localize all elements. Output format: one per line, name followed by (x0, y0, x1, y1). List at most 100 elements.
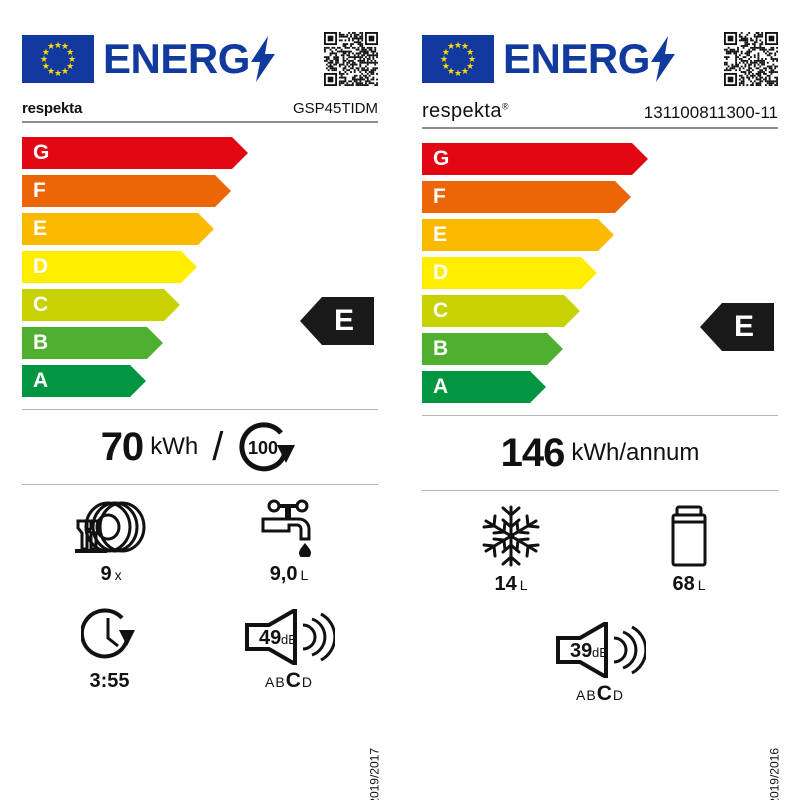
lightning-bolt-icon (250, 36, 275, 82)
cycles-icon: 100 (239, 422, 296, 472)
rating-letter: E (333, 304, 354, 337)
energy-class-letter: F (33, 179, 46, 202)
eu-star-icon: ★ (41, 46, 50, 57)
svg-text:39: 39 (570, 640, 592, 662)
eu-flag-icon: ★ ★ ★ ★ ★ ★ ★ ★ ★ ★ ★ ★ (22, 35, 94, 83)
consumption-top-divider (422, 415, 778, 416)
metrics-row-2: 39 dB ABCD (422, 622, 778, 706)
energy-class-bar-F: F (22, 175, 378, 207)
energy-consumption-block: 70 kWh / 100 (22, 409, 378, 485)
svg-text:100: 100 (248, 438, 278, 458)
eu-star-icon: ★ (39, 53, 49, 64)
milk-carton-icon (671, 505, 707, 567)
header-divider (22, 121, 378, 123)
consumption-bottom-divider (22, 484, 378, 485)
metric-freezer-capacity: 14 L (422, 505, 600, 596)
energy-class-letter: C (33, 293, 49, 316)
energy-label-fridge-freezer: ★ ★ ★ ★ ★ ★ ★ ★ ★ ★ ★ ★ ENERG respekta® 13110081130… (400, 0, 800, 800)
registered-mark: ® (501, 101, 509, 112)
consumption-separator: / (212, 424, 224, 469)
energy-class-letter: C (433, 299, 449, 322)
brand-row: respekta GSP45TIDM (22, 100, 378, 121)
metrics-row-1: 14 L 68 L (422, 505, 778, 596)
label-header: ★ ★ ★ ★ ★ ★ ★ ★ ★ ★ ★ ★ ENERG (22, 18, 378, 90)
energy-class-letter: D (33, 255, 49, 278)
eu-star-icon: ★ (46, 65, 56, 76)
energy-logo: ENERG (503, 35, 718, 83)
eu-star-icon: ★ (460, 65, 470, 76)
energy-class-bar-B: B (422, 333, 778, 365)
energy-class-bar-C: C (22, 289, 378, 321)
consumption-value: 146 (500, 430, 566, 475)
qr-code-icon (324, 32, 378, 86)
energy-class-bar-A: A (422, 371, 778, 403)
eu-star-icon: ★ (439, 53, 449, 64)
consumption-row: 146 kWh/annum (422, 416, 778, 490)
noise-class-D: D (301, 674, 313, 690)
eu-star-icon: ★ (441, 46, 450, 57)
clock-icon (81, 608, 135, 659)
metric-water: 9,0 L (200, 499, 378, 586)
consumption-unit: kWh (150, 433, 199, 460)
noise-class-B: B (586, 687, 597, 703)
energy-class-bar-G: G (22, 137, 378, 169)
brand-row: respekta® 131100811300-11 (422, 100, 778, 127)
rating-arrow-tip (300, 297, 322, 345)
metric-duration: 3:55 (22, 608, 200, 693)
energy-class-bar-C: C (422, 295, 778, 327)
eu-star-icon: ★ (453, 67, 463, 78)
model-number: 131100811300-11 (643, 103, 778, 122)
consumption-bottom-divider (422, 490, 778, 491)
noise-class-scale: ABCD (265, 669, 313, 693)
energy-class-letter: B (433, 337, 449, 360)
speaker-icon: 39 dB (556, 622, 646, 678)
eu-flag-icon: ★ ★ ★ ★ ★ ★ ★ ★ ★ ★ ★ ★ (422, 35, 494, 83)
rating-arrow-box: E (322, 297, 374, 345)
regulation-reference: 2019/2016 (768, 748, 782, 800)
energy-class-letter: G (433, 147, 450, 170)
model-number: GSP45TIDM (292, 100, 378, 117)
eu-star-icon: ★ (466, 60, 475, 71)
qr-code-icon (724, 32, 778, 86)
noise-class-B: B (275, 674, 286, 690)
consumption-value: 70 (100, 424, 144, 469)
energy-class-letter: G (33, 141, 50, 164)
energy-class-letter: E (433, 223, 448, 246)
noise-class-D: D (612, 687, 624, 703)
energy-class-letter: B (33, 331, 49, 354)
eu-star-icon: ★ (67, 53, 77, 64)
regulation-reference: 2019/2017 (368, 748, 382, 800)
energy-logo: ENERG (103, 35, 318, 83)
eu-star-icon: ★ (446, 41, 456, 52)
eu-star-icon: ★ (460, 41, 470, 52)
eu-star-icon: ★ (466, 46, 475, 57)
energy-class-letter: A (33, 369, 49, 392)
eu-star-icon: ★ (467, 53, 477, 64)
metric-value: 68 L (672, 573, 706, 595)
metric-noise: 49 dB ABCD (200, 609, 378, 693)
consumption-top-divider (22, 409, 378, 410)
energy-class-bar-A: A (22, 365, 378, 397)
rating-arrow-tip (700, 303, 722, 351)
lightning-bolt-icon (650, 36, 675, 82)
rating-arrow-box: E (722, 303, 774, 351)
eu-star-icon: ★ (441, 60, 450, 71)
dishes-icon (75, 501, 146, 553)
label-header: ★ ★ ★ ★ ★ ★ ★ ★ ★ ★ ★ ★ ENERG (422, 18, 778, 90)
noise-class-A: A (265, 674, 276, 690)
energy-class-bar-E: E (422, 219, 778, 251)
eu-star-icon: ★ (66, 60, 75, 71)
metrics-section: 14 L 68 L (422, 505, 778, 706)
energy-class-bar-G: G (422, 143, 778, 175)
energy-class-letter: F (433, 185, 446, 208)
consumption-unit: kWh/annum (571, 439, 700, 466)
eu-star-icon: ★ (453, 39, 463, 50)
metric-value: 3:55 (89, 670, 130, 692)
energy-rating-arrow: E (700, 303, 774, 351)
